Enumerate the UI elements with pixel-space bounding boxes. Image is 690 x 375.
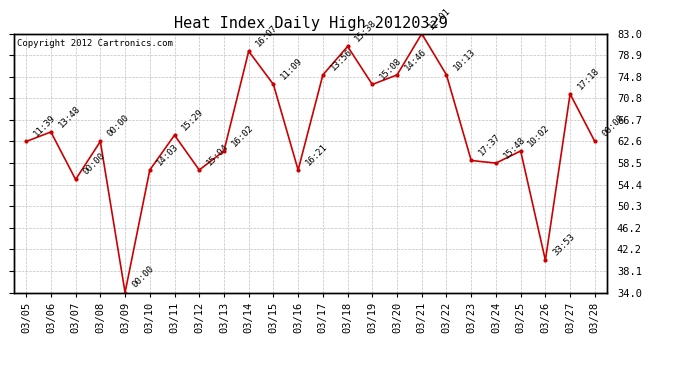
Text: 00:00: 00:00 xyxy=(81,152,106,177)
Text: Copyright 2012 Cartronics.com: Copyright 2012 Cartronics.com xyxy=(17,39,172,48)
Text: 11:09: 11:09 xyxy=(279,56,304,82)
Text: 17:18: 17:18 xyxy=(575,66,601,91)
Text: 16:21: 16:21 xyxy=(304,142,329,167)
Text: 15:48: 15:48 xyxy=(502,135,527,160)
Text: 13:56: 13:56 xyxy=(328,47,354,72)
Text: 10:13: 10:13 xyxy=(452,47,477,72)
Title: Heat Index Daily High 20120329: Heat Index Daily High 20120329 xyxy=(174,16,447,31)
Text: 33:53: 33:53 xyxy=(551,232,576,258)
Text: 17:37: 17:37 xyxy=(477,132,502,158)
Text: 14:46: 14:46 xyxy=(402,47,428,72)
Text: 14:03: 14:03 xyxy=(155,142,181,167)
Text: 00:00: 00:00 xyxy=(130,264,156,290)
Text: 15:04: 15:04 xyxy=(205,142,230,167)
Text: 12:01: 12:01 xyxy=(427,6,453,31)
Text: 16:02: 16:02 xyxy=(230,123,255,148)
Text: 13:48: 13:48 xyxy=(57,104,82,129)
Text: 10:02: 10:02 xyxy=(526,123,551,148)
Text: 15:38: 15:38 xyxy=(353,18,379,44)
Text: 16:07: 16:07 xyxy=(254,23,279,48)
Text: 00:00: 00:00 xyxy=(106,113,131,139)
Text: 15:29: 15:29 xyxy=(180,107,206,132)
Text: 11:39: 11:39 xyxy=(32,113,57,139)
Text: 00:00: 00:00 xyxy=(600,113,626,139)
Text: 15:08: 15:08 xyxy=(378,56,403,82)
